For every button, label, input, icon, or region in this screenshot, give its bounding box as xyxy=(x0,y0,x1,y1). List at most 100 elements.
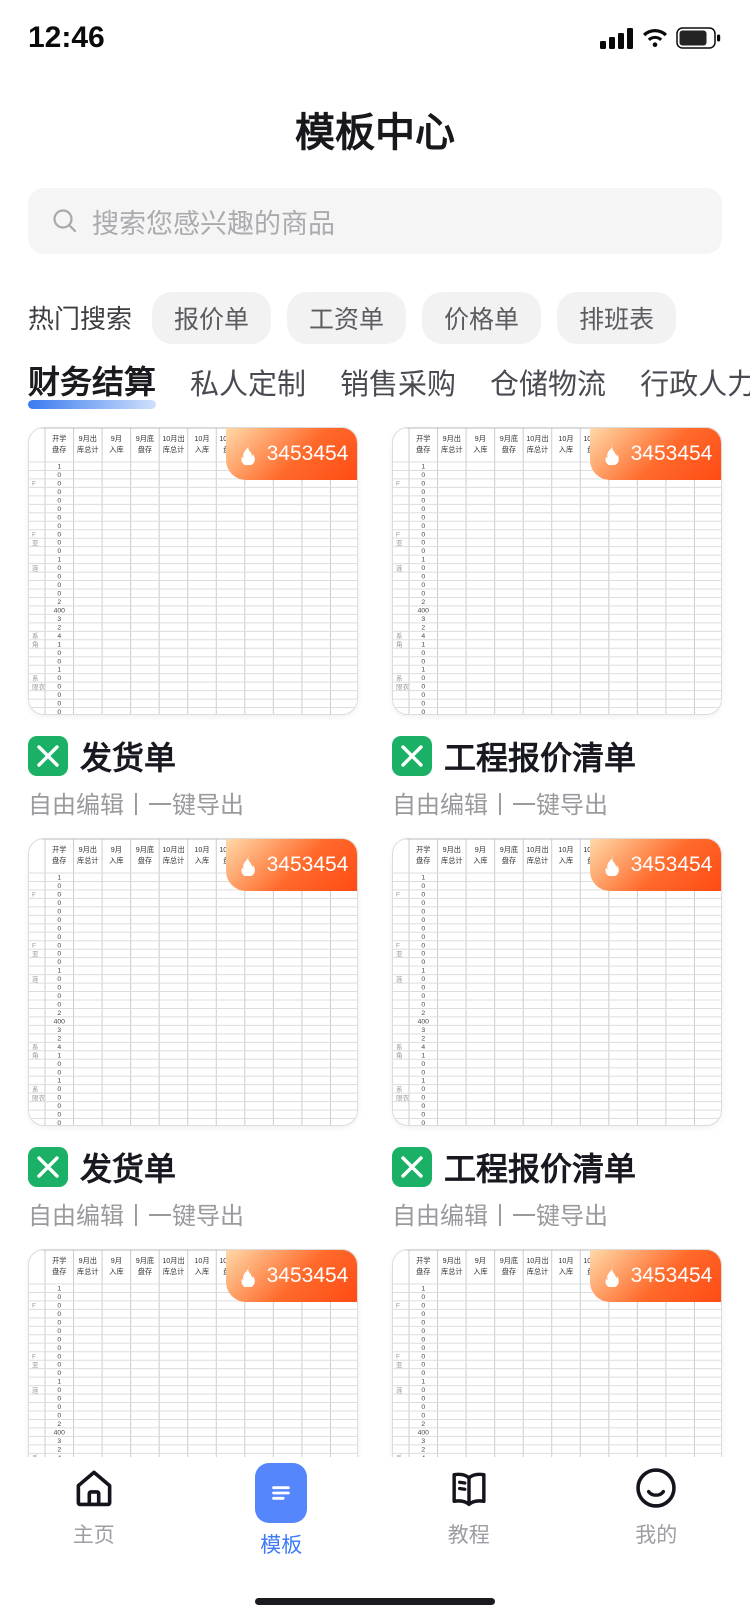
svg-text:F: F xyxy=(396,532,400,539)
svg-text:10月出: 10月出 xyxy=(526,434,548,443)
svg-text:1: 1 xyxy=(421,968,425,975)
svg-text:入库: 入库 xyxy=(109,856,123,865)
svg-text:限衣: 限衣 xyxy=(32,1093,46,1102)
svg-text:0: 0 xyxy=(57,976,61,983)
svg-text:10月出: 10月出 xyxy=(526,1256,548,1265)
svg-text:0: 0 xyxy=(421,481,425,488)
svg-text:0: 0 xyxy=(57,1370,61,1377)
svg-text:9月底: 9月底 xyxy=(500,845,518,854)
svg-text:9月底: 9月底 xyxy=(500,1256,518,1265)
svg-text:0: 0 xyxy=(57,506,61,513)
svg-text:0: 0 xyxy=(421,1103,425,1110)
svg-text:盘存: 盘存 xyxy=(138,1267,152,1276)
svg-text:0: 0 xyxy=(421,582,425,589)
svg-text:0: 0 xyxy=(57,489,61,496)
svg-text:0: 0 xyxy=(57,892,61,899)
svg-text:0: 0 xyxy=(421,540,425,547)
svg-text:0: 0 xyxy=(421,1112,425,1119)
svg-text:盘存: 盘存 xyxy=(138,445,152,454)
svg-text:F: F xyxy=(396,943,400,950)
svg-text:F: F xyxy=(396,892,400,899)
svg-text:库总计: 库总计 xyxy=(163,1267,185,1276)
svg-text:1: 1 xyxy=(57,557,61,564)
svg-text:库总计: 库总计 xyxy=(163,856,185,865)
svg-text:2: 2 xyxy=(57,599,61,606)
svg-text:400: 400 xyxy=(418,1019,430,1026)
svg-text:入库: 入库 xyxy=(195,856,209,865)
svg-text:10月出: 10月出 xyxy=(162,845,184,854)
svg-text:10月: 10月 xyxy=(194,434,209,443)
svg-text:0: 0 xyxy=(57,591,61,598)
svg-text:系: 系 xyxy=(32,631,39,640)
svg-text:0: 0 xyxy=(57,951,61,958)
svg-text:0: 0 xyxy=(421,934,425,941)
svg-text:F: F xyxy=(32,1354,36,1361)
svg-text:0: 0 xyxy=(421,1069,425,1076)
svg-text:9月底: 9月底 xyxy=(136,845,154,854)
svg-text:0: 0 xyxy=(57,709,61,715)
svg-text:2: 2 xyxy=(421,1035,425,1042)
svg-text:2: 2 xyxy=(421,1421,425,1428)
svg-text:0: 0 xyxy=(421,917,425,924)
svg-text:0: 0 xyxy=(57,993,61,1000)
svg-text:入库: 入库 xyxy=(559,445,573,454)
svg-text:0: 0 xyxy=(421,1336,425,1343)
svg-text:0: 0 xyxy=(421,650,425,657)
svg-text:0: 0 xyxy=(57,531,61,538)
svg-text:系: 系 xyxy=(396,1084,403,1093)
svg-text:0: 0 xyxy=(421,1061,425,1068)
svg-text:0: 0 xyxy=(421,959,425,966)
svg-text:0: 0 xyxy=(57,548,61,555)
svg-text:0: 0 xyxy=(57,1112,61,1119)
svg-text:0: 0 xyxy=(421,497,425,504)
svg-text:0: 0 xyxy=(421,675,425,682)
svg-text:0: 0 xyxy=(57,1103,61,1110)
svg-text:0: 0 xyxy=(57,472,61,479)
svg-text:限衣: 限衣 xyxy=(396,682,410,691)
svg-text:0: 0 xyxy=(57,1413,61,1420)
svg-text:0: 0 xyxy=(57,1319,61,1326)
svg-text:1: 1 xyxy=(421,641,425,648)
svg-text:0: 0 xyxy=(421,1387,425,1394)
svg-text:莲: 莲 xyxy=(32,563,39,572)
svg-text:0: 0 xyxy=(421,1413,425,1420)
svg-text:F: F xyxy=(32,532,36,539)
svg-text:0: 0 xyxy=(57,900,61,907)
svg-text:0: 0 xyxy=(57,925,61,932)
svg-text:0: 0 xyxy=(421,523,425,530)
svg-text:0: 0 xyxy=(421,591,425,598)
svg-text:库总计: 库总计 xyxy=(527,856,549,865)
svg-text:0: 0 xyxy=(421,489,425,496)
svg-text:盘存: 盘存 xyxy=(502,856,516,865)
svg-text:0: 0 xyxy=(57,1345,61,1352)
svg-text:0: 0 xyxy=(57,959,61,966)
svg-text:F: F xyxy=(396,1303,400,1310)
svg-text:1: 1 xyxy=(421,1078,425,1085)
svg-text:亚: 亚 xyxy=(32,539,39,547)
svg-text:9月: 9月 xyxy=(111,1256,122,1265)
svg-text:0: 0 xyxy=(57,1294,61,1301)
svg-text:开学: 开学 xyxy=(416,434,430,443)
svg-text:0: 0 xyxy=(57,934,61,941)
svg-text:0: 0 xyxy=(421,472,425,479)
svg-text:0: 0 xyxy=(421,1328,425,1335)
svg-text:10月: 10月 xyxy=(194,1256,209,1265)
svg-text:0: 0 xyxy=(57,1086,61,1093)
svg-text:入库: 入库 xyxy=(473,445,487,454)
svg-text:亚: 亚 xyxy=(32,950,39,958)
svg-text:0: 0 xyxy=(421,548,425,555)
svg-text:莲: 莲 xyxy=(32,1385,39,1394)
svg-text:0: 0 xyxy=(421,1303,425,1310)
svg-text:入库: 入库 xyxy=(109,445,123,454)
svg-text:系: 系 xyxy=(32,1084,39,1093)
svg-text:盘存: 盘存 xyxy=(52,445,66,454)
svg-text:0: 0 xyxy=(57,1095,61,1102)
svg-text:0: 0 xyxy=(421,1120,425,1126)
svg-text:10月出: 10月出 xyxy=(526,845,548,854)
svg-text:0: 0 xyxy=(421,692,425,699)
svg-text:开学: 开学 xyxy=(416,1256,430,1265)
svg-text:1: 1 xyxy=(421,667,425,674)
svg-text:盘存: 盘存 xyxy=(138,856,152,865)
svg-text:1: 1 xyxy=(421,464,425,471)
svg-text:400: 400 xyxy=(54,608,66,615)
